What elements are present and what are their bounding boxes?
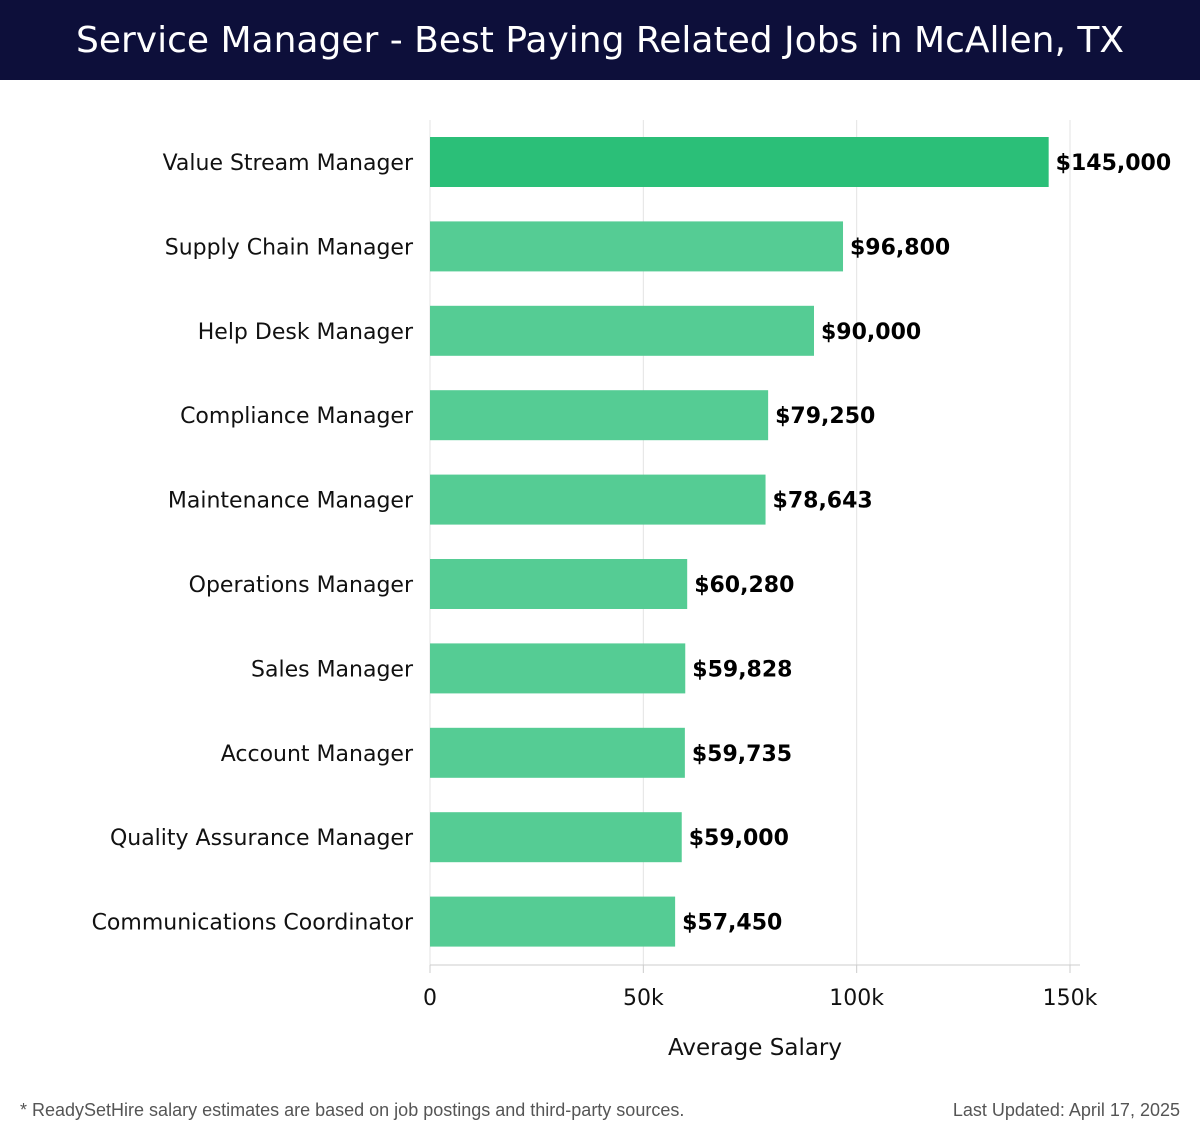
bar [430,559,688,609]
footnote: * ReadySetHire salary estimates are base… [20,1100,685,1120]
category-label: Value Stream Manager [163,151,414,176]
category-label: Supply Chain Manager [165,235,414,260]
category-label: Sales Manager [251,657,414,682]
data-label: $90,000 [821,320,921,345]
data-label: $57,450 [682,911,782,936]
data-label: $59,735 [692,742,792,767]
data-label: $79,250 [775,404,875,429]
data-label: $96,800 [850,235,950,260]
x-tick-label: 0 [423,986,437,1011]
bar [430,305,814,356]
category-label: Maintenance Manager [168,489,414,514]
x-tick-label: 150k [1043,986,1098,1011]
bar [430,137,1049,187]
bar [430,474,766,525]
category-label: Account Manager [221,742,414,767]
bar [430,221,844,272]
category-label: Operations Manager [189,573,414,598]
category-label: Communications Coordinator [92,911,414,936]
category-label: Quality Assurance Manager [110,826,414,851]
salary-bar-chart: 0 50k 100k 150k Value Stream Manager $145,000… [92,120,1172,1061]
bar [430,643,686,694]
data-label: $78,643 [773,489,873,514]
x-tick-label: 50k [623,986,664,1011]
bar [430,812,682,863]
data-label: $145,000 [1056,151,1172,176]
bar [430,896,676,947]
data-label: $59,000 [689,826,789,851]
last-updated: Last Updated: April 17, 2025 [952,1100,1180,1120]
chart-title: Service Manager - Best Paying Related Jo… [0,0,1200,80]
category-label: Help Desk Manager [198,320,414,345]
data-label: $60,280 [694,573,794,598]
category-label: Compliance Manager [180,404,414,429]
x-tick-label: 100k [829,986,884,1011]
x-axis-title: Average Salary [668,1035,842,1061]
bar [430,727,685,778]
data-label: $59,828 [692,657,792,682]
bar [430,390,769,441]
